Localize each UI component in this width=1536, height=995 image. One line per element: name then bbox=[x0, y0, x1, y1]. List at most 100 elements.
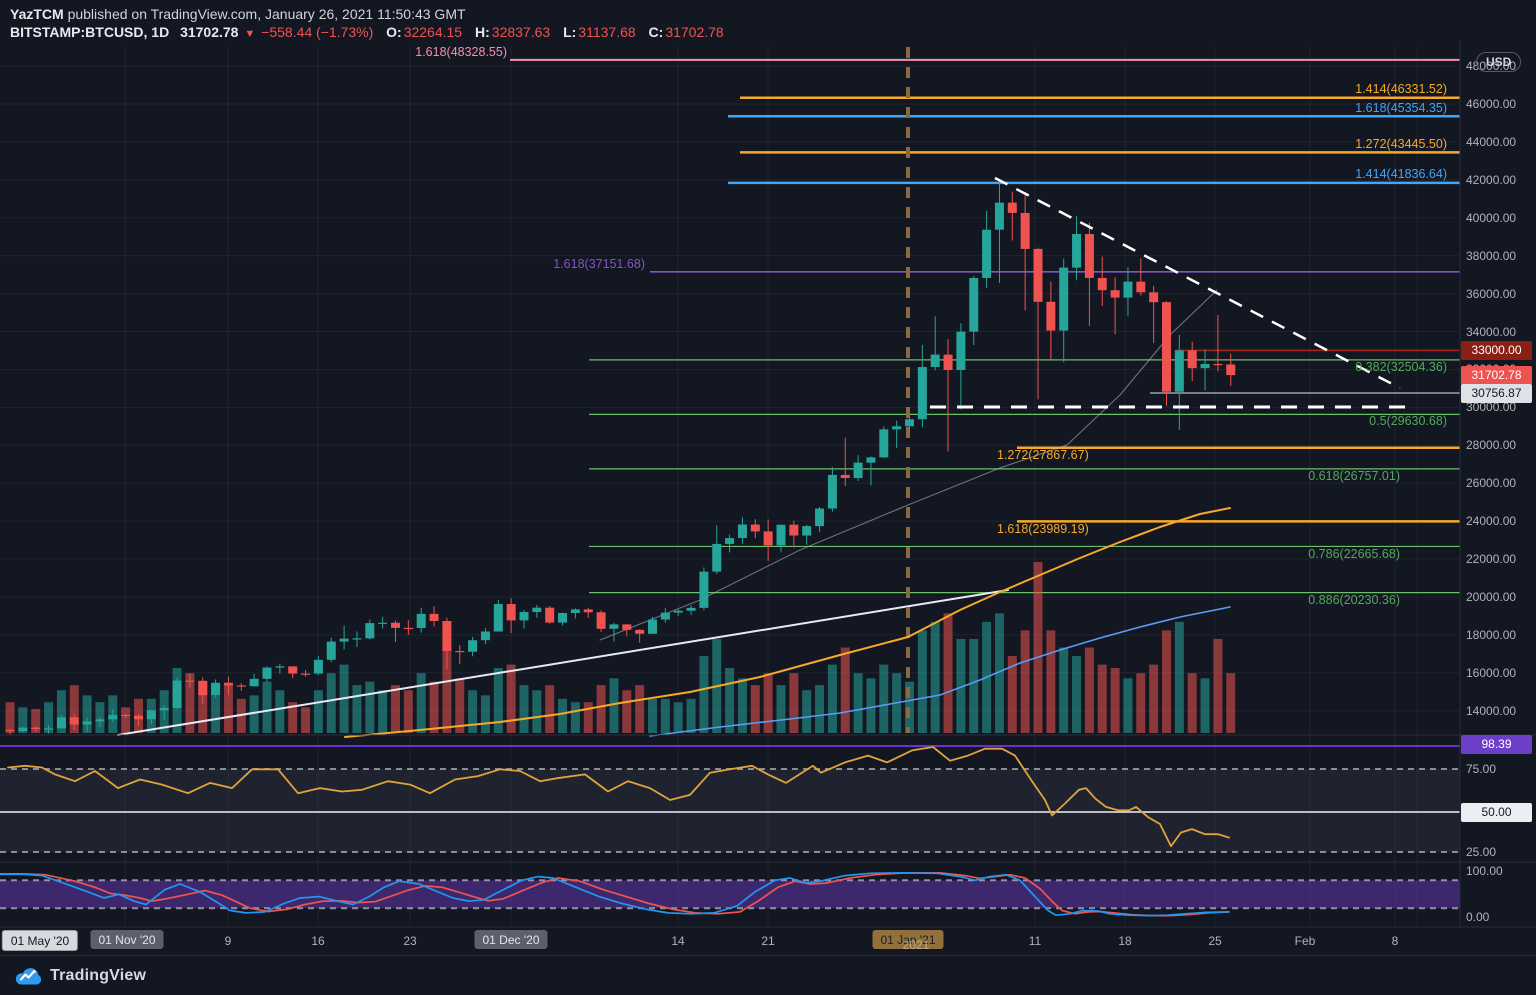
candle-body bbox=[1007, 202, 1017, 213]
axis-label: 0.00 bbox=[1466, 910, 1490, 924]
fib-level-label: 0.5(29630.68) bbox=[1369, 414, 1447, 428]
candle-body bbox=[1149, 292, 1159, 303]
close-label: C: bbox=[648, 24, 664, 40]
axis-label: 26000.00 bbox=[1466, 476, 1517, 491]
candle-body bbox=[506, 604, 516, 621]
candle-body bbox=[121, 714, 131, 717]
candle-body bbox=[288, 666, 298, 674]
ma-20 bbox=[599, 289, 1218, 641]
candle-body bbox=[815, 508, 825, 527]
volume-bar bbox=[275, 690, 285, 733]
candle-body bbox=[1059, 267, 1069, 331]
price-change: −558.44 (−1.73%) bbox=[261, 24, 374, 40]
fib-level-label: 1.414(46331.52) bbox=[1355, 82, 1447, 96]
volume-bar bbox=[44, 702, 54, 733]
fib-level-label: 1.272(27867.67) bbox=[997, 448, 1089, 462]
candle-body bbox=[930, 354, 940, 368]
tradingview-cloud-icon bbox=[15, 968, 42, 985]
volume-bar bbox=[956, 638, 966, 733]
volume-bar bbox=[301, 707, 311, 733]
fib-level-label: 0.886(20230.36) bbox=[1308, 593, 1400, 607]
candle-body bbox=[802, 526, 812, 536]
volume-bar bbox=[391, 685, 400, 733]
volume-bar bbox=[673, 702, 683, 733]
volume-bar bbox=[840, 647, 850, 733]
volume-bar bbox=[1187, 673, 1197, 733]
axis-label: 46000.00 bbox=[1466, 97, 1517, 111]
volume-bar bbox=[969, 638, 979, 733]
time-axis-tick: 14 bbox=[671, 934, 685, 948]
volume-bar bbox=[648, 698, 657, 733]
volume-bar bbox=[815, 685, 825, 733]
stoch-k-line bbox=[0, 872, 1230, 917]
volume-bar bbox=[917, 630, 927, 733]
close-value: 31702.78 bbox=[665, 24, 724, 40]
volume-bar bbox=[18, 707, 28, 733]
symbol-title: BITSTAMP:BTCUSD, 1D bbox=[10, 24, 170, 40]
volume-bar bbox=[5, 702, 15, 733]
volume-bar bbox=[1097, 664, 1107, 733]
axis-label: 100.00 bbox=[1466, 864, 1503, 878]
pane-separators bbox=[0, 40, 1536, 928]
rsi-pane bbox=[0, 745, 1460, 853]
candle-body bbox=[545, 607, 555, 623]
volume-bar bbox=[545, 685, 555, 733]
volume-bar bbox=[570, 702, 580, 733]
rsi-band bbox=[0, 769, 1460, 852]
bottom-toolbar: TradingView bbox=[0, 955, 1536, 995]
candle-body bbox=[1020, 212, 1030, 249]
candle-body bbox=[660, 612, 670, 620]
time-axis-badge[interactable]: 01 Jan '21 bbox=[872, 930, 944, 949]
volume-bar bbox=[609, 678, 619, 733]
grid-layer bbox=[0, 47, 1460, 926]
time-axis-tick: 2021 bbox=[902, 938, 930, 952]
candle-body bbox=[249, 678, 259, 687]
fib-level-label: 1.414(41836.64) bbox=[1355, 167, 1447, 181]
time-axis-badge[interactable]: 01 Nov '20 bbox=[90, 930, 164, 949]
candle-body bbox=[879, 429, 889, 458]
candle-body bbox=[596, 612, 606, 629]
volume-bar bbox=[56, 690, 66, 733]
volume-bar bbox=[853, 673, 863, 733]
candle-body bbox=[236, 685, 246, 687]
volume-bar bbox=[699, 656, 709, 733]
volume-bar bbox=[686, 698, 696, 733]
volume-bar bbox=[827, 664, 837, 733]
candle-body bbox=[853, 462, 863, 479]
volume-bar bbox=[802, 690, 812, 733]
candle-body bbox=[1097, 277, 1107, 291]
axis-price-badge: 33000.00 bbox=[1461, 340, 1532, 360]
time-axis-badge[interactable]: 01 May '20 bbox=[1, 930, 79, 951]
candle-body bbox=[1136, 281, 1146, 293]
volume-bar bbox=[69, 685, 79, 733]
fib-level-label: 1.618(23989.19) bbox=[997, 522, 1089, 536]
candle-body bbox=[18, 727, 28, 731]
candle-body bbox=[146, 710, 156, 720]
candle-body bbox=[56, 717, 66, 729]
candle-body bbox=[776, 524, 786, 546]
chart-header: YazTCM published on TradingView.com, Jan… bbox=[10, 5, 724, 43]
candle-body bbox=[943, 354, 953, 370]
candle-body bbox=[583, 609, 593, 613]
candle-body bbox=[558, 613, 568, 623]
tradingview-logo[interactable]: TradingView bbox=[14, 965, 146, 987]
last-price: 31702.78 bbox=[180, 24, 239, 40]
down-triangle-icon: ▼ bbox=[244, 28, 256, 40]
time-axis-badge[interactable]: 01 Dec '20 bbox=[474, 930, 548, 949]
volume-bar bbox=[211, 695, 221, 733]
volume-bar bbox=[1046, 630, 1056, 733]
candle-body bbox=[391, 622, 400, 628]
candle-body bbox=[673, 610, 683, 613]
volume-bar bbox=[185, 673, 195, 733]
volume-bar bbox=[1059, 647, 1069, 733]
candle-body bbox=[956, 331, 966, 370]
stoch-d-line bbox=[0, 872, 1230, 917]
currency-toggle-button[interactable]: USD bbox=[1476, 52, 1522, 72]
volume-bar bbox=[776, 685, 786, 733]
volume-bar bbox=[1200, 678, 1210, 733]
candle-body bbox=[223, 682, 233, 686]
author-name: YazTCM bbox=[10, 6, 64, 22]
axis-label: 22000.00 bbox=[1466, 552, 1517, 567]
volume-bar bbox=[660, 698, 670, 733]
